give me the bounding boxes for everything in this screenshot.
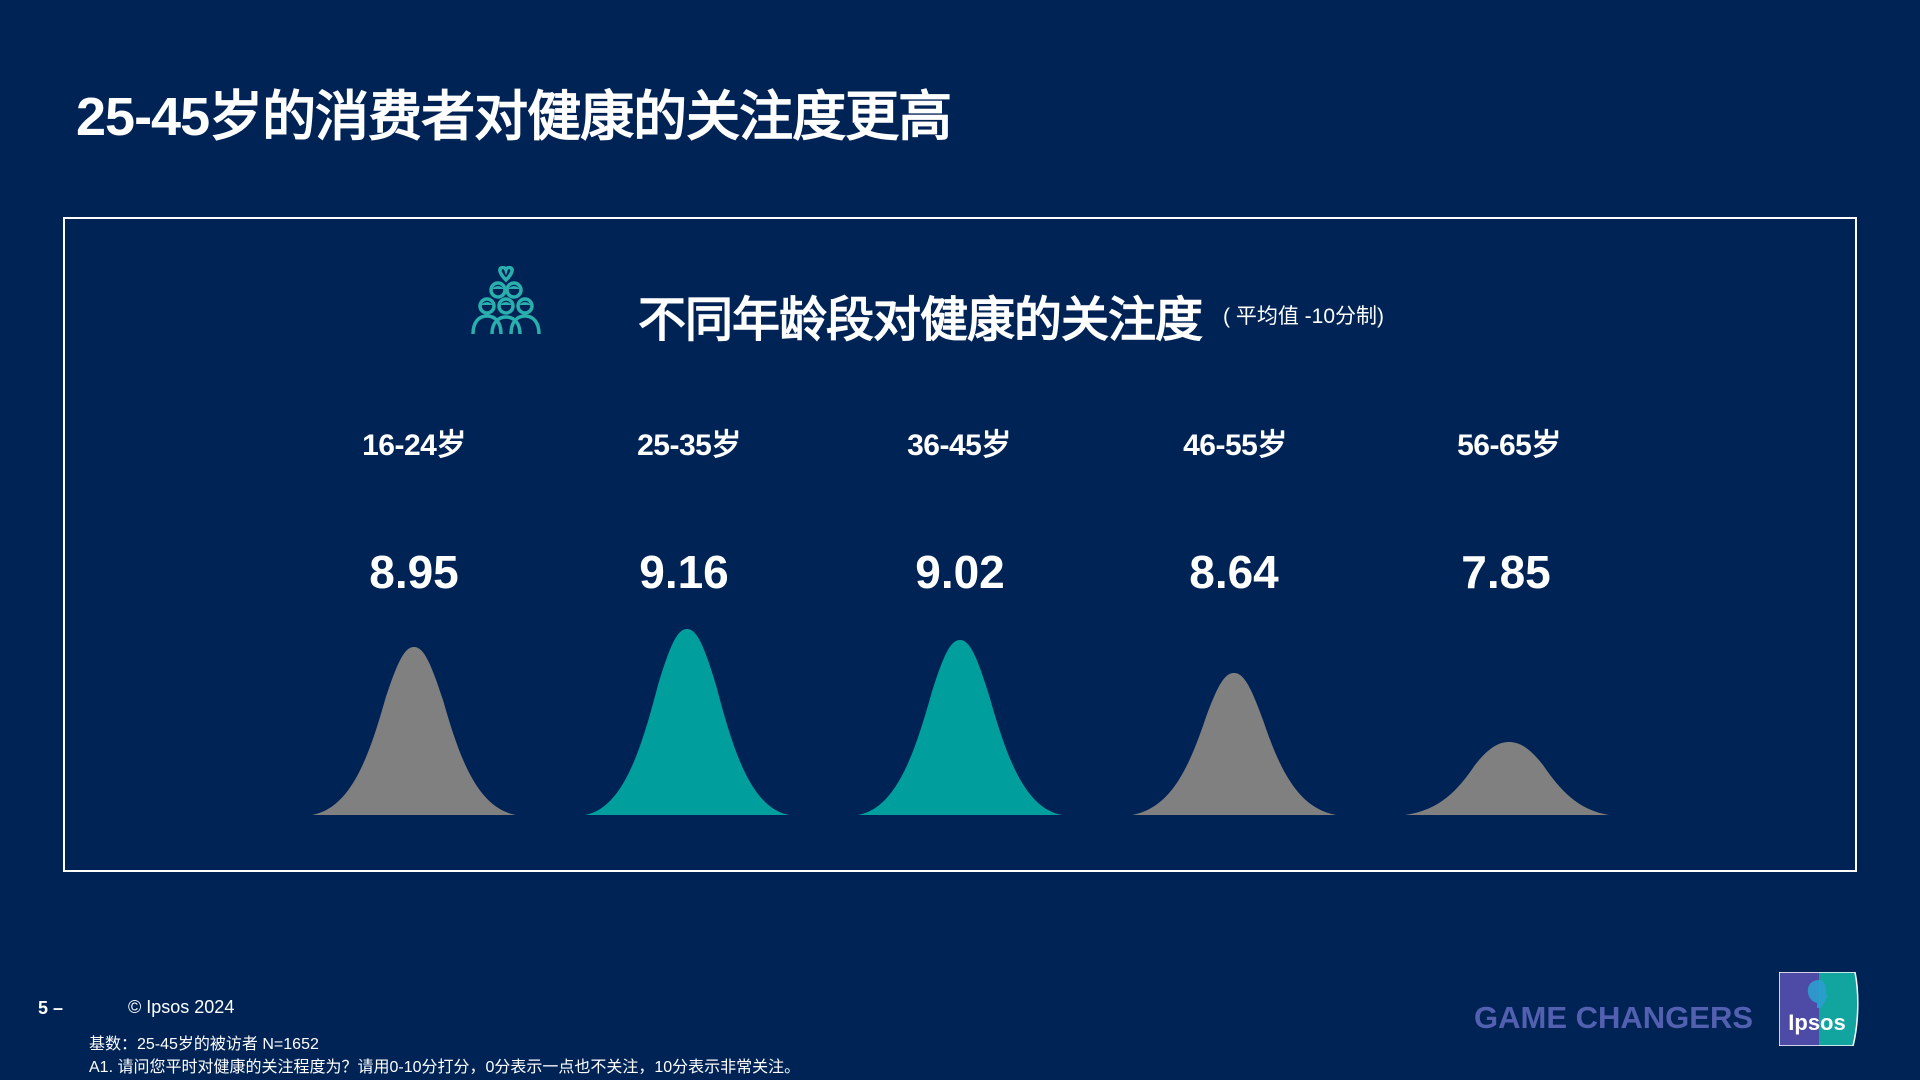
copyright: © Ipsos 2024 xyxy=(128,997,235,1017)
age-label: 36-45岁 xyxy=(907,429,1011,462)
logo-text: Ipsos xyxy=(1788,1010,1845,1035)
bell-curve-36-45 xyxy=(858,640,1062,815)
bell-curve-16-24 xyxy=(312,647,516,815)
value-label: 9.02 xyxy=(915,546,1005,598)
value-label: 7.85 xyxy=(1461,546,1551,598)
value-label: 8.64 xyxy=(1189,546,1279,598)
chart-panel xyxy=(63,217,1857,872)
tagline: GAME CHANGERS xyxy=(1474,1000,1754,1035)
age-label: 16-24岁 xyxy=(362,429,466,462)
age-label: 46-55岁 xyxy=(1183,429,1287,462)
value-label: 9.16 xyxy=(639,546,729,598)
bell-curve-46-55 xyxy=(1132,673,1336,815)
value-label: 8.95 xyxy=(369,546,459,598)
footnote-question: A1. 请问您平时对健康的关注程度为？请用0-10分打分，0分表示一点也不关注，… xyxy=(89,1059,801,1076)
ipsos-logo: Ipsos xyxy=(1779,972,1859,1046)
age-label: 25-35岁 xyxy=(637,429,741,462)
slide-title: 25-45岁的消费者对健康的关注度更高 xyxy=(76,87,952,147)
chart-subtitle: ( 平均值 -10分制) xyxy=(1223,305,1385,328)
page-number: 5 – xyxy=(38,998,64,1018)
footnote-base: 基数：25-45岁的被访者 N=1652 xyxy=(89,1036,319,1053)
bell-curve-25-35 xyxy=(585,629,789,815)
bell-curves xyxy=(312,629,1609,815)
people-heart-icon xyxy=(471,266,541,335)
bell-curve-56-65 xyxy=(1405,742,1609,815)
age-label: 56-65岁 xyxy=(1457,429,1561,462)
chart-title: 不同年龄段对健康的关注度 xyxy=(638,294,1203,347)
